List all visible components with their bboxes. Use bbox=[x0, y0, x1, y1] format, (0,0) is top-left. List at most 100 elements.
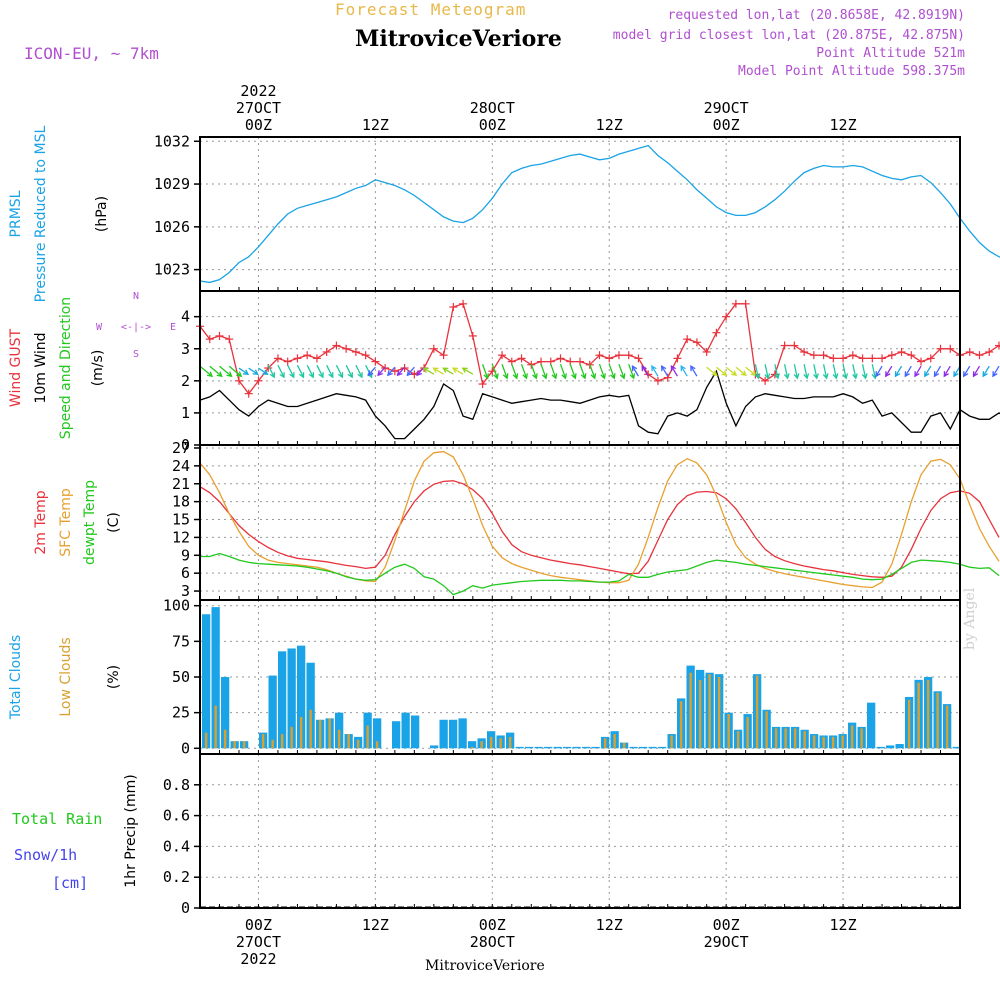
y-axis-label: Wind GUST bbox=[8, 328, 24, 407]
y-axis-label: (C) bbox=[106, 512, 122, 533]
bar-low-clouds bbox=[822, 736, 825, 749]
wind-direction-arrow bbox=[442, 367, 454, 375]
top-time-label: 27OCT bbox=[236, 99, 281, 117]
bar-low-clouds bbox=[356, 739, 360, 749]
bottom-time-label: 29OCT bbox=[704, 933, 749, 951]
wind-arrow-head bbox=[541, 373, 548, 380]
bar-total-clouds bbox=[658, 746, 667, 749]
bar-total-clouds bbox=[952, 746, 961, 749]
panel-clouds: 0 25 50 75 100 Total Clouds Low Clouds (%) bbox=[8, 597, 961, 757]
wind-arrow-head bbox=[651, 365, 657, 372]
bar-low-clouds bbox=[727, 714, 730, 749]
wind-arrow-head bbox=[600, 373, 606, 380]
wind-direction-arrow bbox=[199, 365, 213, 377]
bar-low-clouds bbox=[812, 735, 816, 749]
wind-direction-arrow bbox=[589, 363, 596, 379]
bar-total-clouds bbox=[202, 614, 211, 749]
bar-total-clouds bbox=[449, 719, 458, 749]
bar-total-clouds bbox=[867, 702, 876, 749]
top-time-label: 00Z bbox=[245, 116, 272, 134]
bar-low-clouds bbox=[242, 741, 246, 749]
wind-arrow-head bbox=[933, 371, 940, 378]
wind-arrow-head bbox=[803, 373, 810, 380]
y-tick-label: 1023 bbox=[154, 261, 190, 279]
bar-total-clouds bbox=[439, 719, 448, 749]
wind-arrow-head bbox=[236, 371, 243, 378]
wind-direction-arrow bbox=[842, 364, 847, 379]
wind-arrow-head bbox=[522, 373, 528, 380]
y-axis-label: 1hr Precip (mm) bbox=[123, 774, 139, 887]
wind-direction-arrow bbox=[238, 367, 249, 375]
wind-arrow-head bbox=[894, 371, 901, 378]
bar-total-clouds bbox=[534, 746, 543, 749]
bar-low-clouds bbox=[736, 731, 740, 749]
y-tick-label: 0 bbox=[181, 899, 190, 917]
wind-direction-arrow bbox=[287, 364, 295, 378]
y-axis-label: 10m Wind bbox=[33, 332, 49, 403]
wind-arrow-head bbox=[442, 367, 449, 373]
y-axis-label: Low Clouds bbox=[58, 637, 74, 716]
wind-arrow-head bbox=[226, 371, 233, 378]
bar-total-clouds bbox=[639, 746, 648, 749]
bar-low-clouds bbox=[204, 732, 208, 749]
wind-arrow-head bbox=[551, 373, 558, 380]
wind-direction-arrow bbox=[716, 366, 727, 376]
bar-total-clouds bbox=[563, 746, 572, 749]
wind-direction-arrow bbox=[248, 367, 259, 375]
bar-total-clouds bbox=[401, 712, 410, 749]
bar-total-clouds bbox=[525, 746, 534, 749]
wind-arrow-head bbox=[631, 365, 638, 372]
bar-total-clouds bbox=[572, 746, 581, 749]
y-tick-label: 0 bbox=[181, 739, 190, 757]
y-tick-label: 100 bbox=[163, 597, 190, 615]
bar-total-clouds bbox=[392, 721, 401, 749]
bottom-time-label: 28OCT bbox=[470, 933, 515, 951]
wind-direction-arrow bbox=[423, 367, 435, 375]
wind-direction-arrow bbox=[963, 365, 971, 377]
wind-arrow-head bbox=[289, 372, 295, 379]
bottom-time-label: 27OCT bbox=[236, 933, 281, 951]
bar-low-clouds bbox=[850, 725, 854, 749]
y-tick-label: 12 bbox=[172, 528, 190, 546]
bar-total-clouds bbox=[211, 607, 220, 749]
wind-arrow-head bbox=[416, 370, 423, 377]
wind-arrow-head bbox=[461, 367, 468, 373]
wind-arrow-head bbox=[924, 371, 930, 378]
y-tick-label: 1029 bbox=[154, 175, 190, 193]
bar-low-clouds bbox=[480, 741, 483, 749]
y-tick-label: 0.2 bbox=[163, 868, 190, 886]
wind-arrow-head bbox=[852, 373, 858, 380]
bar-total-clouds bbox=[629, 746, 638, 749]
wind-arrow-head bbox=[252, 369, 259, 375]
wind-direction-arrow bbox=[871, 364, 876, 379]
wind-arrow-head bbox=[422, 367, 429, 373]
wind-direction-arrow bbox=[943, 365, 951, 377]
bar-total-clouds bbox=[582, 746, 591, 749]
model-altitude: Model Point Altitude 598.375m bbox=[738, 64, 965, 79]
wind-direction-arrow bbox=[316, 364, 324, 378]
wind-arrow-head bbox=[269, 372, 276, 379]
wind-direction-arrow bbox=[433, 367, 444, 375]
y-tick-label: 0.8 bbox=[163, 776, 190, 794]
wind-direction-arrow bbox=[680, 365, 688, 377]
y-axis-label: (m/s) bbox=[90, 350, 106, 387]
wind-direction-arrow bbox=[813, 364, 818, 379]
y-axis-label: Pressure Reduced to MSL bbox=[33, 125, 49, 302]
wind-arrow-head bbox=[885, 371, 891, 378]
wind-direction-arrow bbox=[559, 363, 567, 379]
wind-direction-arrow bbox=[852, 364, 857, 379]
wind-direction-arrow bbox=[832, 364, 837, 379]
wind-direction-arrow bbox=[540, 363, 547, 379]
y-tick-label: 0.4 bbox=[163, 837, 190, 855]
y-tick-label: 3 bbox=[181, 340, 190, 358]
bar-low-clouds bbox=[499, 738, 502, 749]
bar-total-clouds bbox=[411, 715, 420, 749]
wind-direction-arrow bbox=[377, 366, 386, 376]
compass-w: W bbox=[96, 322, 103, 333]
bar-low-clouds bbox=[755, 675, 759, 749]
top-time-label: 12Z bbox=[830, 116, 857, 134]
panel-frame bbox=[199, 290, 961, 446]
bar-low-clouds bbox=[328, 718, 331, 749]
wind-direction-arrow bbox=[774, 364, 779, 379]
wind-direction-arrow bbox=[972, 365, 981, 377]
